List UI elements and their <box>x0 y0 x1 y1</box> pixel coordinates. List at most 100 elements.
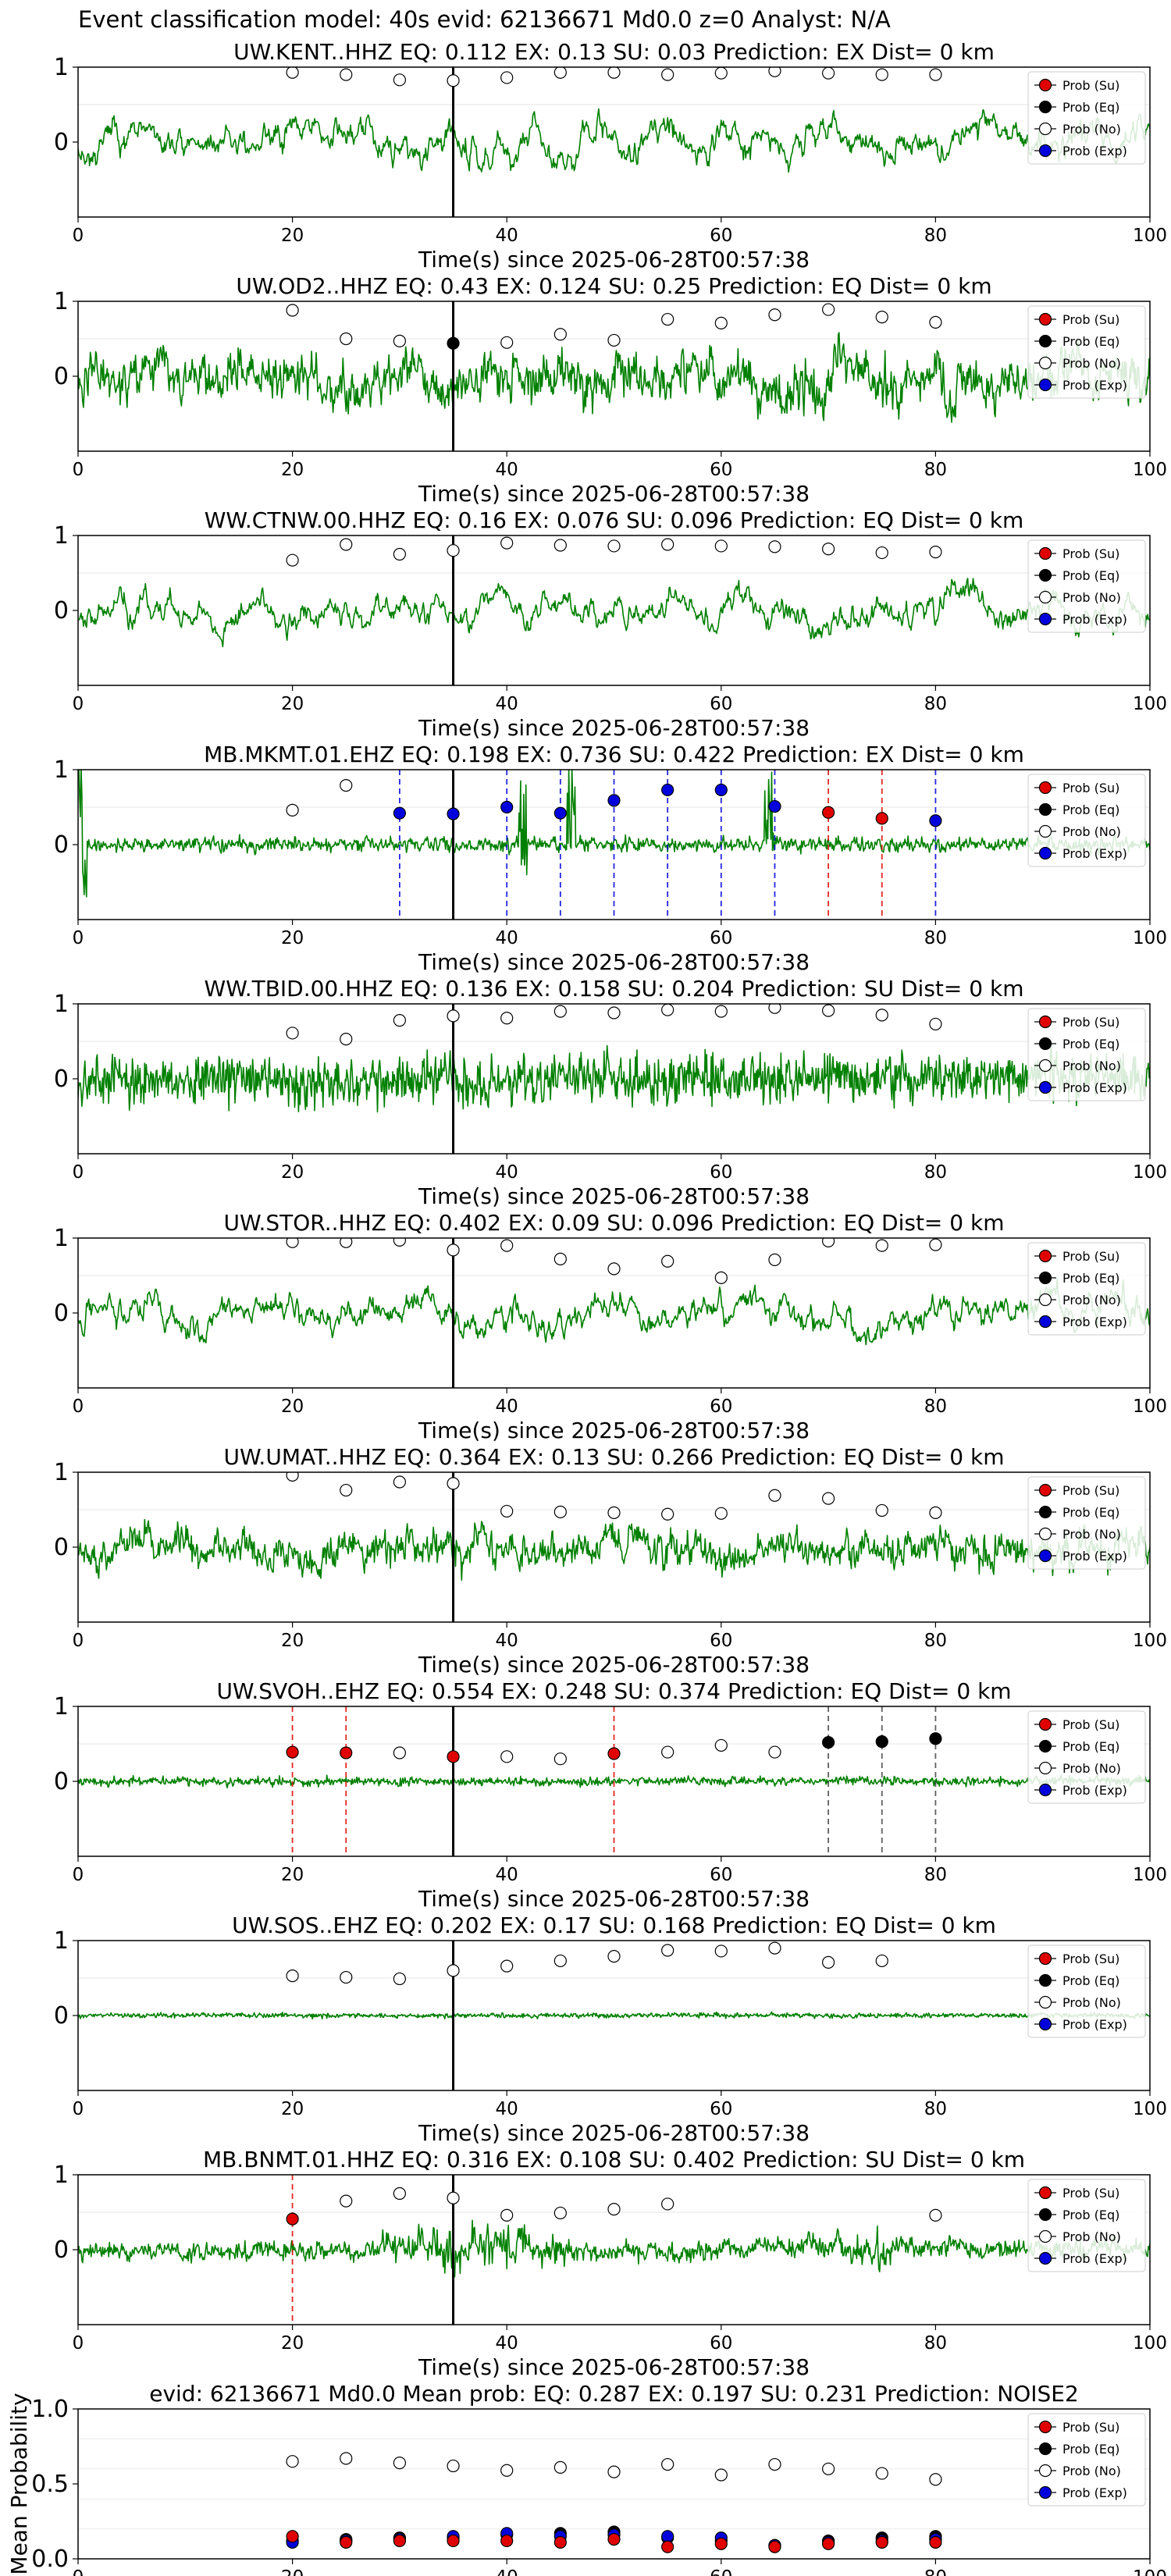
mean-prob-point-no <box>661 2457 674 2471</box>
axes-frame <box>77 535 1151 686</box>
x-tick-label: 0 <box>73 2333 84 2354</box>
prob-point-no <box>393 334 406 347</box>
mean-prob-point-su <box>714 2537 728 2550</box>
y-tick-label: 1 <box>54 1693 69 1720</box>
prob-point-no <box>875 1954 888 1968</box>
legend-label-eq: Prob (Eq) <box>1062 1973 1119 1988</box>
x-tick-label: 20 <box>281 460 304 480</box>
plot-area <box>78 535 1150 685</box>
x-tick-label: 80 <box>924 2099 947 2119</box>
prob-point-no <box>929 315 942 329</box>
x-tick-label: 20 <box>281 1865 304 1885</box>
legend-label-no: Prob (No) <box>1062 2229 1121 2244</box>
x-tick-label: 0 <box>73 694 84 714</box>
panel-title: evid: 62136671 Md0.0 Mean prob: EQ: 0.28… <box>149 2381 1079 2407</box>
x-tick-label: 60 <box>710 694 732 714</box>
prob-point-no <box>447 1964 460 1977</box>
x-tick-label: 40 <box>496 928 518 948</box>
legend-marker-exp <box>1038 612 1052 626</box>
x-tick-label: 60 <box>710 2099 732 2119</box>
x-tick-label: 0 <box>73 928 84 948</box>
legend-label-no: Prob (No) <box>1062 1059 1121 1073</box>
legend-label-eq: Prob (Eq) <box>1062 2442 1119 2457</box>
panel-5: UW.STOR..HHZ EQ: 0.402 EX: 0.09 SU: 0.09… <box>54 1210 1167 1443</box>
prob-point-no <box>500 1959 514 1973</box>
x-tick-label: 80 <box>924 226 947 246</box>
y-tick-label: 0 <box>54 1300 69 1327</box>
legend-box <box>1027 774 1146 867</box>
prob-point-no <box>714 316 728 329</box>
prob-point-no <box>875 546 888 560</box>
legend-marker-eq <box>1038 100 1052 114</box>
plot-area <box>78 2175 1150 2325</box>
prob-point-no <box>393 1746 406 1759</box>
legend-label-no: Prob (No) <box>1062 590 1121 605</box>
prob-point-no <box>714 1507 728 1520</box>
mean-prob-point-su <box>340 2535 353 2549</box>
prob-point-su <box>821 806 835 819</box>
prob-point-no <box>340 1970 353 1984</box>
x-tick-label: 40 <box>496 1631 518 1651</box>
panel-title: UW.SVOH..EHZ EQ: 0.554 EX: 0.248 SU: 0.3… <box>216 1678 1011 1704</box>
y-tick-label: 0 <box>54 597 69 624</box>
prob-point-su <box>607 1747 621 1760</box>
legend-label-no: Prob (No) <box>1062 824 1121 839</box>
prob-point-no <box>929 1017 942 1031</box>
prob-point-no <box>553 1954 567 1968</box>
x-tick-label: 100 <box>1133 460 1167 480</box>
prob-point-no <box>340 1238 353 1248</box>
prob-point-no <box>768 1941 781 1955</box>
legend-marker-eq <box>1038 802 1052 817</box>
legend-marker-eq <box>1038 568 1052 582</box>
mean-prob-point-su <box>393 2534 406 2548</box>
legend-label-exp: Prob (Exp) <box>1062 846 1127 861</box>
legend-marker-no <box>1038 2229 1052 2243</box>
axes-frame <box>77 1003 1151 1155</box>
prob-point-no <box>607 1006 621 1019</box>
y-axis-label: Mean Probability <box>6 2393 32 2574</box>
x-tick-label: 40 <box>496 2567 518 2576</box>
x-tick-label: 100 <box>1133 226 1167 246</box>
legend-box <box>1027 1008 1146 1101</box>
legend-marker-no <box>1038 1527 1052 1541</box>
prob-point-no <box>607 1506 621 1519</box>
prob-point-su <box>875 812 888 825</box>
legend-box <box>1027 1242 1146 1336</box>
x-axis-label: Time(s) since 2025-06-28T00:57:38 <box>418 481 810 507</box>
prob-point-no <box>768 540 781 553</box>
prob-point-no <box>714 1738 728 1752</box>
legend-label-no: Prob (No) <box>1062 2464 1121 2478</box>
mean-prob-point-su <box>929 2535 942 2549</box>
prob-point-no <box>768 1745 781 1759</box>
legend-label-su: Prob (Su) <box>1062 2186 1119 2201</box>
prob-point-no <box>875 311 888 324</box>
legend-label-eq: Prob (Eq) <box>1062 1739 1119 1754</box>
legend-label-eq: Prob (Eq) <box>1062 1037 1119 1051</box>
x-axis-label: Time(s) since 2025-06-28T00:57:38 <box>418 949 810 975</box>
x-tick-label: 0 <box>73 1397 84 1417</box>
prob-point-no <box>607 2203 621 2216</box>
panel-title: WW.TBID.00.HHZ EQ: 0.136 EX: 0.158 SU: 0… <box>205 976 1024 1002</box>
legend-label-su: Prob (Su) <box>1062 1952 1119 1966</box>
legend-label-no: Prob (No) <box>1062 356 1121 371</box>
prob-point-no <box>661 1004 674 1016</box>
panel-1: UW.OD2..HHZ EQ: 0.43 EX: 0.124 SU: 0.25 … <box>54 273 1167 507</box>
prob-point-exp <box>768 799 781 813</box>
axes-frame <box>77 1237 1151 1389</box>
legend-label-exp: Prob (Exp) <box>1062 1783 1127 1798</box>
y-tick-label: 0 <box>54 1066 69 1093</box>
x-tick-label: 60 <box>710 2333 732 2354</box>
legend-marker-no <box>1038 1761 1052 1775</box>
panel-3: MB.MKMT.01.EHZ EQ: 0.198 EX: 0.736 SU: 0… <box>54 742 1167 975</box>
prob-point-no <box>822 67 835 80</box>
legend-marker-su <box>1038 546 1052 560</box>
axes-frame <box>77 1706 1151 1857</box>
x-tick-label: 80 <box>924 1865 947 1885</box>
legend-label-su: Prob (Su) <box>1062 1717 1119 1732</box>
mean-prob-point-no <box>607 2465 621 2478</box>
prob-point-no <box>714 1005 728 1018</box>
x-tick-label: 20 <box>281 2099 304 2119</box>
legend-box <box>1027 305 1146 399</box>
x-tick-label: 0 <box>73 460 84 480</box>
prob-point-no <box>393 547 406 561</box>
